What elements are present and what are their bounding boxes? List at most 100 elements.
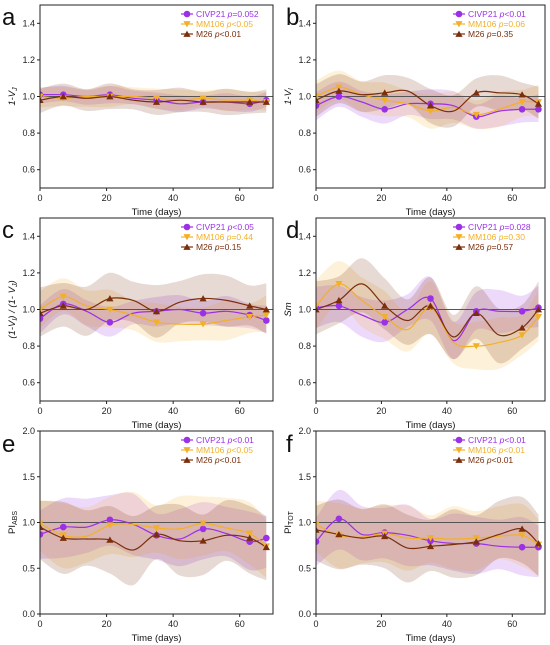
data-point-civp21 [60,523,67,531]
data-point-m26 [518,91,526,98]
data-point-civp21 [106,516,114,524]
x-tick-label: 40 [168,193,178,203]
legend-swatch-marker [183,234,191,241]
legend-swatch-marker [455,234,463,241]
legend-swatch-marker [455,447,463,454]
y-axis-label: PIABS [7,511,19,534]
confidence-band-civp21 [40,492,267,571]
y-tick-label: 0.8 [22,341,35,351]
data-point-m26 [40,96,44,104]
legend-entry-civp21: CIVP21 p=0.052 [181,9,259,19]
data-point-m26 [199,295,207,302]
x-tick-label: 40 [168,406,178,416]
x-tick-label: 60 [235,619,245,629]
data-point-m26 [40,523,44,530]
legend-label: CIVP21 p<0.01 [468,9,526,19]
data-point-civp21 [335,302,343,310]
data-point-civp21 [263,317,270,324]
data-point-mm106 [472,343,480,350]
data-point-mm106 [316,521,320,528]
legend-entry-m26: M26 p<0.01 [453,455,513,465]
legend-swatch-marker [183,436,191,444]
data-point-mm106 [59,293,67,301]
data-point-mm106 [152,525,161,532]
x-tick-label: 40 [168,619,178,629]
data-point-m26 [59,302,67,309]
data-point-m26 [534,540,543,547]
legend-label: M26 p=0.35 [468,29,513,39]
legend-entry-m26: M26 p<0.01 [181,29,241,39]
data-point-civp21 [381,106,389,113]
legend-label: MM106 p=0.06 [468,19,525,29]
data-point-m26 [381,302,389,309]
data-point-civp21 [535,106,542,113]
data-point-m26 [152,307,161,315]
legend-swatch-marker [183,243,191,250]
x-tick-label: 60 [507,193,517,203]
legend-swatch-marker [455,243,463,250]
legend-label: MM106 p=0.30 [468,232,525,242]
plot-area [40,83,273,116]
y-tick-label: 1.5 [298,472,311,482]
legend-entry-m26: M26 p<0.01 [181,455,241,465]
y-tick-label: 2.0 [298,426,311,436]
legend-label: CIVP21 p=0.052 [196,9,259,19]
data-point-m26 [199,98,207,105]
data-point-civp21 [335,515,343,523]
data-point-civp21 [518,543,526,551]
data-point-civp21 [381,319,389,326]
y-tick-label: 1.5 [22,472,35,482]
x-tick-label: 20 [102,406,112,416]
data-point-m26 [335,296,343,304]
plot-area [316,258,545,371]
panel-a: a 0 20 40 60 0.6 0.8 1.0 1.2 1.4 Time (days) 1-VJ CI… [2,4,274,218]
x-axis-label: Time (days) [406,633,456,644]
confidence-band-civp21 [316,276,539,360]
data-point-m26 [246,302,254,309]
y-tick-label: 1.0 [298,92,311,102]
x-axis-label: Time (days) [406,207,456,218]
y-tick-label: 0.6 [22,378,35,388]
legend-swatch-marker [455,21,463,28]
data-point-civp21 [518,106,526,113]
panel-letter: e [2,431,15,458]
data-point-m26 [335,530,343,538]
plot-area [316,489,545,583]
data-point-civp21 [199,525,207,533]
data-point-m26 [472,309,480,317]
panel-letter: c [2,217,14,244]
legend-entry-civp21: CIVP21 p<0.01 [453,435,526,445]
confidence-band-civp21 [40,85,267,113]
legend-label: CIVP21 p<0.05 [196,222,254,232]
legend-swatch-marker [183,456,191,463]
legend-entry-mm106: MM106 p<0.05 [181,19,253,29]
x-tick-label: 0 [37,406,42,416]
y-axis-label: 1-VI [283,88,295,105]
data-point-m26 [518,525,526,532]
data-point-mm106 [518,99,526,106]
x-tick-label: 0 [37,619,42,629]
y-tick-label: 0.5 [22,563,35,573]
legend-swatch-marker [183,447,191,454]
legend-entry-civp21: CIVP21 p<0.01 [181,435,254,445]
x-tick-label: 20 [102,193,112,203]
confidence-band-civp21 [316,489,539,578]
legend-label: M26 p<0.01 [196,29,241,39]
x-tick-label: 40 [442,406,452,416]
y-tick-label: 1.0 [22,92,35,102]
data-point-m26 [262,306,270,313]
confidence-band-m26 [316,74,539,128]
legend-swatch-marker [455,10,463,18]
plot-area [40,272,273,343]
panel-letter: a [2,4,16,31]
x-tick-label: 0 [313,193,318,203]
panel-letter: d [286,217,299,244]
legend-label: M26 p<0.01 [196,455,241,465]
legend-label: MM106 p<0.01 [468,445,525,455]
y-tick-label: 1.2 [298,268,311,278]
data-point-m26 [335,87,343,94]
y-tick-label: 0.0 [22,609,35,619]
x-tick-label: 20 [102,619,112,629]
data-point-m26 [381,89,389,96]
legend-label: CIVP21 p<0.01 [196,435,254,445]
